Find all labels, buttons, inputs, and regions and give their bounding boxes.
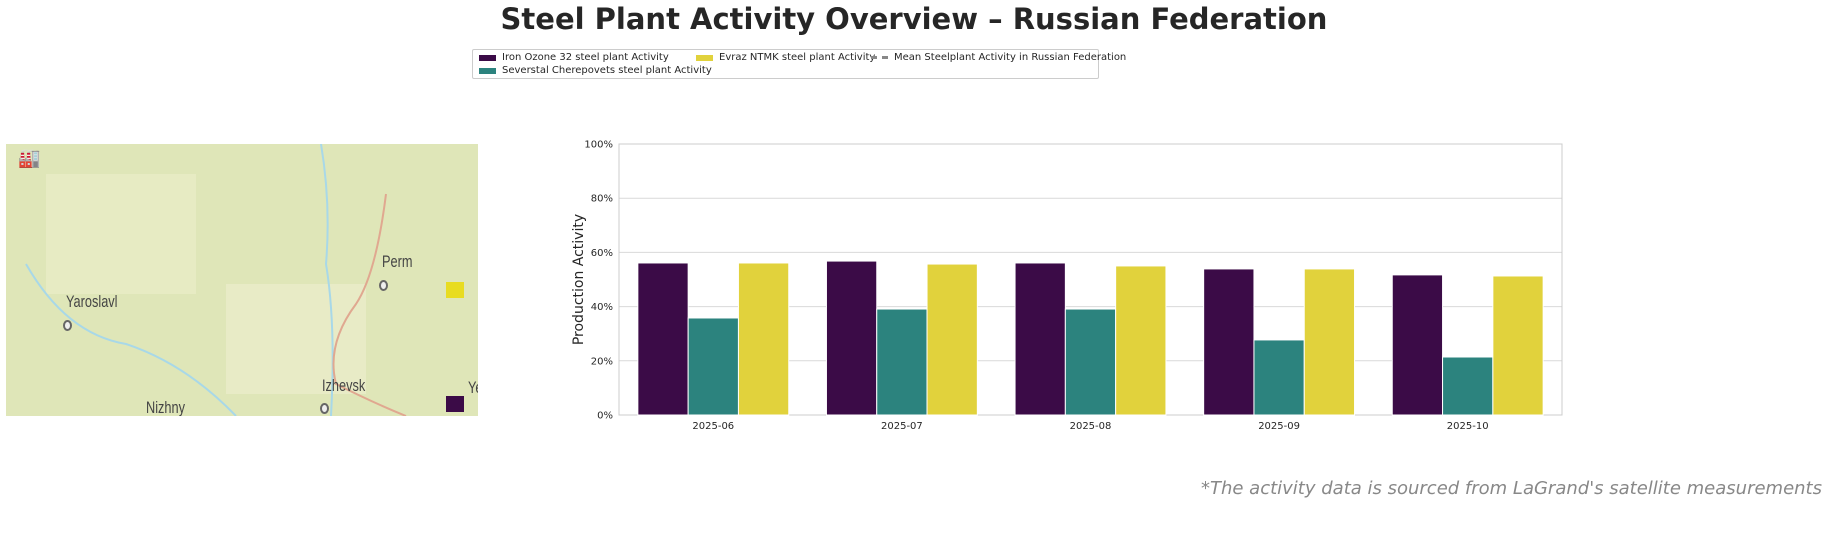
- bar-2025-06-2: [737, 262, 790, 416]
- bar-2025-06-0: [637, 262, 689, 416]
- bar-2025-07-0: [825, 260, 878, 416]
- bar-2025-10-2: [1492, 275, 1544, 416]
- legend-item-severstal: Severstal Cherepovets steel plant Activi…: [479, 65, 712, 76]
- legend-label: Severstal Cherepovets steel plant Activi…: [502, 65, 712, 76]
- city-label: Yaroslavl: [66, 292, 118, 311]
- legend-item-mean: Mean Steelplant Activity in Russian Fede…: [871, 52, 1126, 63]
- bar-2025-09-2: [1303, 268, 1356, 416]
- y-axis-label: Production Activity: [571, 214, 587, 345]
- bar-2025-07-1: [876, 308, 928, 416]
- bar-2025-06-1: [687, 317, 739, 416]
- y-tick-label: 80%: [591, 194, 613, 205]
- factory-icon-iron-ozone[interactable]: [446, 396, 464, 412]
- bar-2025-08-0: [1014, 262, 1066, 416]
- bar-2025-10-0: [1391, 274, 1444, 416]
- city-marker: [63, 320, 72, 331]
- bar-2025-09-1: [1253, 339, 1305, 416]
- x-tick-label: 2025-10: [1447, 421, 1489, 432]
- x-tick-label: 2025-07: [881, 421, 923, 432]
- legend-item-iron-ozone: Iron Ozone 32 steel plant Activity: [479, 52, 669, 63]
- map[interactable]: Perm Yaroslavl Izhevsk Nizhny Ye 🏭: [6, 144, 478, 416]
- y-tick-label: 20%: [591, 356, 613, 367]
- factory-icon-severstal[interactable]: 🏭: [18, 148, 41, 169]
- bar-2025-07-2: [926, 263, 978, 416]
- y-tick-label: 0%: [597, 411, 613, 422]
- bar-2025-08-1: [1064, 308, 1117, 416]
- legend-label: Mean Steelplant Activity in Russian Fede…: [894, 52, 1127, 63]
- city-label: Perm: [382, 252, 413, 271]
- x-tick-label: 2025-06: [692, 421, 734, 432]
- bar-2025-09-0: [1203, 268, 1255, 416]
- legend-label: Iron Ozone 32 steel plant Activity: [502, 52, 669, 63]
- bar-2025-08-2: [1115, 265, 1167, 416]
- city-label: Nizhny: [146, 398, 185, 416]
- city-label: Ye: [468, 378, 478, 397]
- chart-title: Steel Plant Activity Overview – Russian …: [500, 2, 1328, 36]
- bar-2025-10-1: [1442, 356, 1494, 416]
- map-features: [25, 144, 407, 416]
- source-note: *The activity data is sourced from LaGra…: [1200, 478, 1822, 499]
- legend: Iron Ozone 32 steel plant Activity Sever…: [472, 49, 1126, 79]
- city-label: Izhevsk: [322, 376, 366, 395]
- x-tick-label: 2025-08: [1070, 421, 1112, 432]
- y-tick-label: 60%: [591, 248, 613, 259]
- y-tick-label: 100%: [584, 140, 613, 151]
- city-marker: [379, 280, 388, 291]
- x-tick-label: 2025-09: [1258, 421, 1300, 432]
- city-marker: [320, 403, 329, 414]
- legend-label: Evraz NTMK steel plant Activity: [719, 52, 876, 63]
- legend-item-evraz: Evraz NTMK steel plant Activity: [696, 52, 875, 63]
- y-tick-label: 40%: [591, 302, 613, 313]
- factory-icon-evraz[interactable]: [446, 282, 464, 298]
